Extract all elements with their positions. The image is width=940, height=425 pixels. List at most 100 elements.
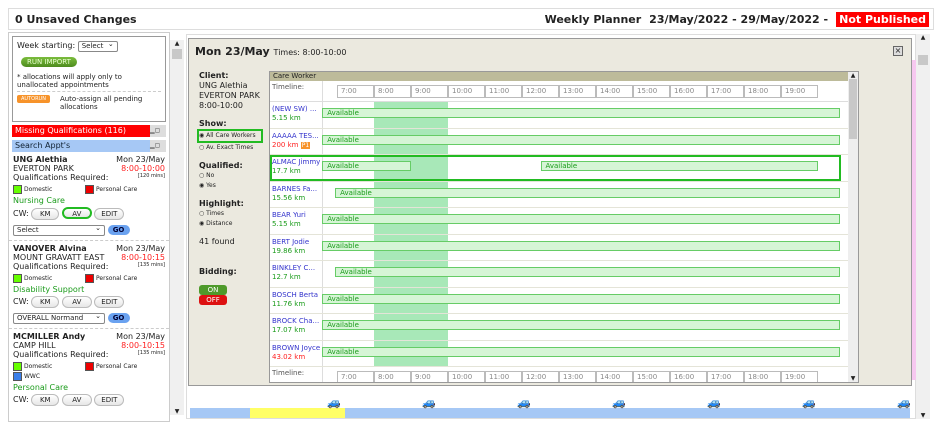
status-badge: Not Published: [836, 12, 929, 27]
care-worker-select[interactable]: Select: [13, 224, 105, 236]
km-button[interactable]: KM: [31, 394, 60, 406]
km-button[interactable]: KM: [31, 208, 60, 220]
go-button[interactable]: GO: [107, 225, 130, 235]
modal-times: Times: 8:00-10:00: [273, 48, 347, 57]
search-appts-panel[interactable]: Search Appt's ▁▢: [12, 140, 166, 152]
care-worker-name[interactable]: BARNES Fa...: [272, 184, 318, 193]
edit-button[interactable]: EDIT: [94, 296, 125, 308]
appointment-date: Mon 23/May: [116, 244, 165, 253]
window-controls-icon[interactable]: ▁▢: [150, 125, 166, 137]
hour-label: 11:00: [485, 85, 522, 98]
selected-row-highlight: [270, 155, 841, 181]
km-button[interactable]: KM: [31, 296, 60, 308]
travel-car-icon: 🚙: [517, 396, 531, 409]
missing-qualifications-panel[interactable]: Missing Qualifications (116) ▁▢: [12, 125, 166, 137]
qualification-color-icon: [85, 185, 94, 194]
appointment-date: Mon 23/May: [116, 155, 165, 164]
highlight-times-radio[interactable]: ○ Times: [199, 210, 224, 217]
appointment-time: 8:00-10:15: [121, 253, 165, 262]
left-scrollbar[interactable]: ▲ ▼: [170, 40, 184, 415]
go-button[interactable]: GO: [107, 313, 130, 323]
qualification-label: Personal Care: [96, 186, 138, 193]
qualification-color-icon: [13, 185, 22, 194]
show-all-radio[interactable]: ◉ All Care Workers: [197, 129, 263, 143]
allocation-note: * allocations will apply only to unalloc…: [17, 73, 161, 92]
av-button[interactable]: AV: [61, 394, 92, 406]
edit-button[interactable]: EDIT: [94, 208, 125, 220]
distance: 12.7 km: [272, 273, 301, 281]
care-worker-name[interactable]: BINKLEY C...: [272, 264, 316, 272]
window-controls-icon[interactable]: ▁▢: [150, 140, 166, 152]
availability-bar[interactable]: Available: [540, 161, 818, 171]
availability-bar[interactable]: Available: [322, 320, 841, 330]
availability-bar[interactable]: Available: [335, 187, 841, 198]
qualified-yes-radio[interactable]: ◉ Yes: [199, 182, 216, 189]
hour-label: 16:00: [670, 85, 707, 98]
hour-label: 17:00: [707, 85, 744, 98]
bidding-on-button[interactable]: ON: [199, 285, 227, 295]
availability-bar[interactable]: Available: [322, 161, 411, 171]
care-worker-name[interactable]: ALMAC Jimmy: [272, 158, 321, 166]
highlight-distance-radio[interactable]: ◉ Distance: [199, 220, 233, 227]
qualifications-label: Qualifications Required:: [13, 350, 109, 359]
availability-bar[interactable]: Available: [322, 240, 841, 251]
grid-header: Care Worker: [270, 72, 858, 81]
qualification-label: Domestic: [24, 275, 53, 282]
grid-scrollbar[interactable]: ▲ ▼: [848, 72, 858, 382]
priority-badge: P1: [300, 141, 311, 149]
availability-bar[interactable]: Available: [322, 134, 841, 145]
show-exact-radio[interactable]: ○ Av. Exact Times: [199, 144, 254, 151]
main-scrollbar[interactable]: ▲ ▼: [916, 34, 930, 419]
appointment-time: 8:00-10:00: [121, 164, 165, 173]
run-import-button[interactable]: RUN IMPORT: [21, 57, 77, 67]
timeline-label: Timeline:: [272, 83, 305, 91]
hour-label: 18:00: [744, 371, 781, 382]
availability-bar[interactable]: Available: [322, 293, 841, 304]
care-worker-name[interactable]: AAAAA TES...: [272, 131, 319, 140]
appointment-card: MCMILLER Andy Mon 23/May CAMP HILL 8:00-10…: [9, 328, 169, 406]
bidding-off-button[interactable]: OFF: [199, 295, 227, 305]
care-worker-row[interactable]: BINKLEY C... 12.7 km: [270, 261, 850, 288]
qualified-label: Qualified:: [199, 161, 243, 170]
client-label: Client:: [199, 71, 229, 80]
care-worker-modal: Mon 23/May Times: 8:00-10:00 × Client: U…: [188, 38, 912, 386]
planner-header: Weekly Planner 23/May/2022 - 29/May/2022…: [545, 12, 929, 27]
edit-button[interactable]: EDIT: [94, 394, 125, 406]
top-bar: 0 Unsaved Changes Weekly Planner 23/May/…: [8, 8, 934, 30]
availability-bar[interactable]: Available: [335, 267, 841, 277]
care-worker-name[interactable]: BROCK Cha...: [272, 317, 320, 325]
availability-bar[interactable]: Available: [322, 346, 841, 357]
av-button[interactable]: AV: [61, 207, 92, 219]
client-name: VANOVER Alvina: [13, 244, 87, 253]
availability-bar[interactable]: Available: [322, 214, 841, 224]
hour-label: 8:00: [374, 85, 411, 98]
week-label: Week starting:: [17, 41, 76, 50]
autorun-text: Auto-assign all pending allocations: [59, 95, 143, 111]
client-time: 8:00-10:00: [199, 101, 243, 110]
av-button[interactable]: AV: [61, 296, 92, 308]
left-panel: Week starting: Select RUN IMPORT * alloc…: [8, 32, 170, 422]
duration: [135 mins]: [137, 350, 165, 356]
distance: 200 km: [272, 140, 299, 149]
qualification-label: Personal Care: [96, 363, 138, 370]
distance: 5.15 km: [272, 220, 301, 228]
care-worker-select[interactable]: OVERALL Normand: [13, 312, 105, 324]
service-type: Nursing Care: [13, 196, 65, 205]
timeline-label: Timeline:: [272, 369, 305, 377]
care-worker-name[interactable]: BERT Jodie: [272, 237, 310, 246]
care-worker-name[interactable]: (NEW SW) ...: [272, 105, 317, 113]
care-worker-name[interactable]: BROWN Joyce: [272, 343, 321, 352]
care-worker-name[interactable]: BEAR Yuri: [272, 211, 306, 219]
care-worker-row[interactable]: BARNES Fa... 15.56 km: [270, 181, 850, 208]
care-worker-name[interactable]: BOSCH Berta: [272, 290, 319, 299]
distance: 19.86 km: [272, 246, 306, 255]
service-type: Personal Care: [13, 383, 69, 392]
close-icon[interactable]: ×: [893, 46, 903, 56]
qualified-no-radio[interactable]: ○ No: [199, 172, 215, 179]
availability-bar[interactable]: Available: [322, 108, 841, 118]
hour-label: 7:00: [337, 371, 374, 382]
week-select[interactable]: Select: [77, 40, 118, 52]
planner-day-row: [190, 408, 910, 418]
missing-qualifications-label: Missing Qualifications (116): [15, 126, 126, 135]
autorun-button[interactable]: AUTORUN: [17, 95, 50, 103]
